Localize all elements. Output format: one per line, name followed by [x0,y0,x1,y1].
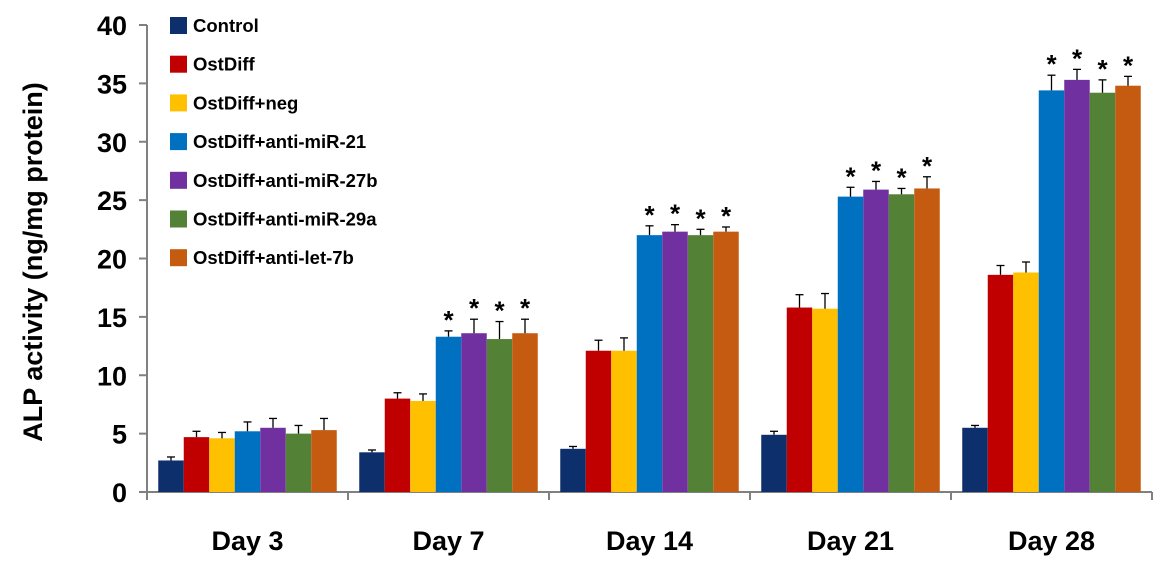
bar-group [158,417,337,492]
x-axis: Day 3 Day 7 Day 14 Day 21 Day 28 [146,491,1153,556]
bar [1089,92,1116,492]
legend-swatch [170,94,187,112]
legend-label: OstDiff+anti-miR-29a [193,209,377,230]
x-tick-label: Day 3 [211,526,283,556]
bar [812,308,838,492]
bar [410,400,436,492]
bar [311,430,337,492]
bar [863,189,889,492]
y-axis: 0 5 10 15 20 25 30 35 40 [97,11,148,508]
legend-item: OstDiff+anti-miR-29a [170,209,377,230]
x-tick-label: Day 14 [606,526,693,556]
bar [713,231,739,492]
bar [987,274,1014,492]
bar [384,398,411,492]
bar [914,188,940,492]
significance-marker: * [1072,43,1083,73]
bar [1064,79,1090,492]
significance-marker: * [721,201,732,231]
bar [761,434,787,492]
x-tick-label: Day 7 [412,526,484,556]
legend-label: OstDiff+anti-let-7b [193,247,354,268]
bar [435,336,462,492]
y-tick-label: 30 [97,128,127,158]
bar [183,437,210,492]
significance-marker: * [520,293,531,323]
y-axis-label: ALP activity (ng/mg protein) [18,82,48,442]
bar [786,307,813,492]
bar-group: * * * * [359,293,538,492]
y-tick-label: 0 [112,478,127,508]
significance-marker: * [670,199,681,229]
bar [1115,85,1141,493]
bar [636,235,663,492]
significance-marker: * [1097,54,1108,84]
bar [359,452,385,492]
bar-group: * * * * [962,43,1141,493]
legend-item: OstDiff+anti-miR-21 [170,131,366,152]
bar [1013,272,1039,492]
legend-swatch [170,171,187,189]
significance-marker: * [443,305,454,335]
significance-marker: * [644,200,655,230]
legend-label: OstDiff [193,54,256,75]
bar [662,231,688,492]
legend-label: Control [193,15,259,36]
legend-swatch [170,249,187,267]
bar-group: * * * * [560,199,739,492]
bar [512,333,538,492]
legend-swatch [170,17,187,34]
bar [1038,90,1065,492]
y-tick-label: 10 [97,361,127,391]
legend-swatch [170,210,187,228]
bar [234,431,261,492]
bar [158,460,184,492]
y-tick-label: 5 [112,420,127,450]
significance-marker: * [896,162,907,192]
significance-marker: * [871,155,882,185]
legend-item: Control [170,15,259,36]
legend-item: OstDiff [170,54,256,75]
bar [585,350,612,492]
bar-group: * * * * [761,151,940,492]
significance-marker: * [469,293,480,323]
legend-label: OstDiff+anti-miR-27b [193,170,378,191]
legend-item: OstDiff+anti-let-7b [170,247,354,268]
y-tick-label: 15 [97,303,127,333]
bar [888,194,915,492]
y-tick-label: 20 [97,245,127,275]
legend-label: OstDiff+neg [193,92,298,113]
significance-marker: * [845,161,856,191]
bar [837,196,864,492]
bar-groups: * * * * * * * * * * * * * * * * [158,43,1141,493]
legend-swatch [170,55,187,73]
significance-marker: * [922,151,933,181]
legend-item: OstDiff+neg [170,92,298,113]
bar [209,438,235,492]
y-tick-label: 40 [97,11,127,41]
bar [285,433,312,492]
legend-label: OstDiff+anti-miR-21 [193,131,366,152]
bar [486,339,513,492]
significance-marker: * [695,203,706,233]
bar [560,448,586,492]
significance-marker: * [1123,50,1134,80]
significance-marker: * [494,296,505,326]
bar [611,350,637,492]
y-tick-label: 25 [97,186,127,216]
y-tick-label: 35 [97,69,127,99]
bar [461,333,487,492]
legend-swatch [170,133,187,151]
legend-item: OstDiff+anti-miR-27b [170,170,378,191]
bar [962,427,988,492]
bar [260,427,286,492]
bar [687,235,714,492]
x-tick-label: Day 21 [807,526,894,556]
legend: Control OstDiff OstDiff+neg OstDiff+anti-mi… [170,15,378,268]
significance-marker: * [1046,49,1057,79]
x-tick-label: Day 28 [1008,526,1095,556]
